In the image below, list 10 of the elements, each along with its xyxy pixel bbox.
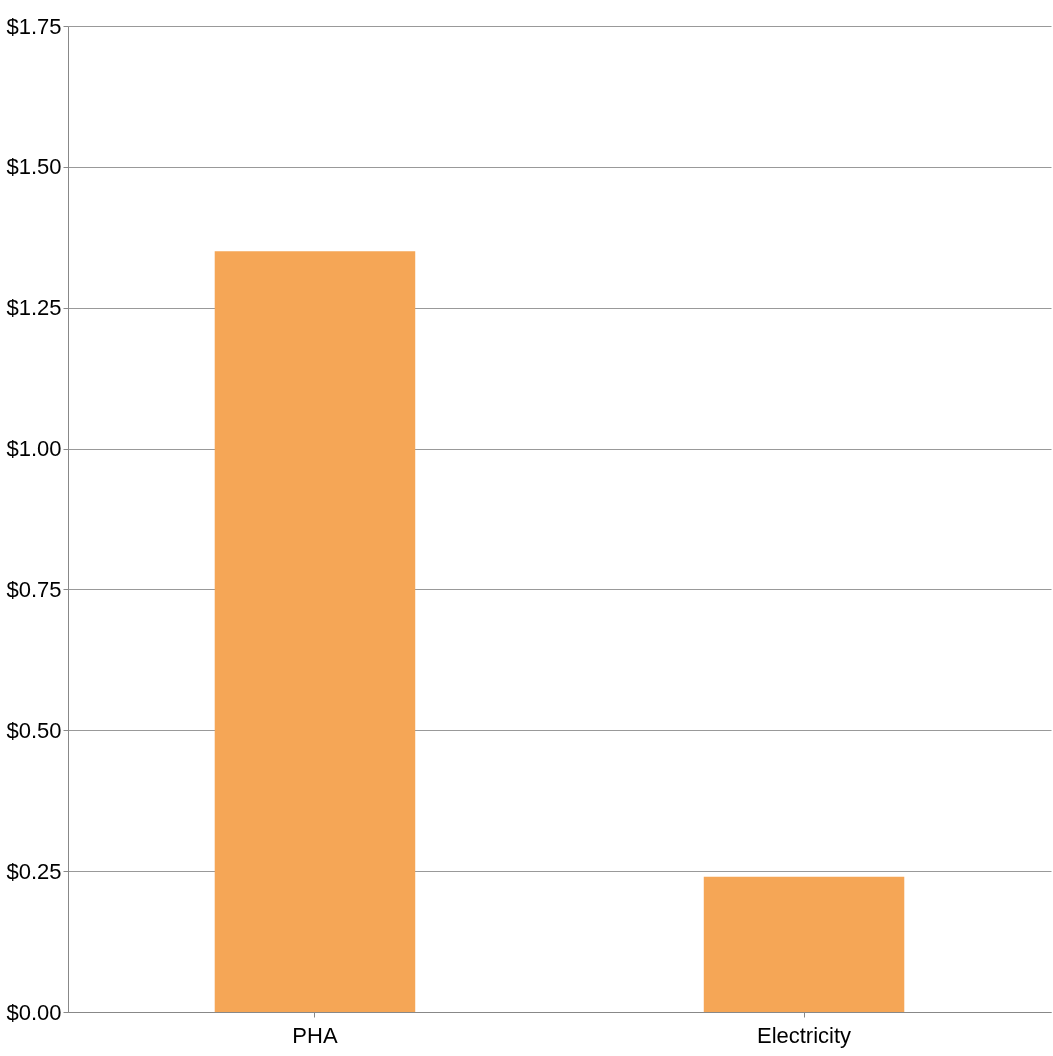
y-tick-label: $0.50 bbox=[6, 717, 62, 743]
y-tick-label: $0.75 bbox=[6, 576, 62, 602]
y-tick-label: $1.00 bbox=[6, 436, 62, 462]
y-tick-label: $1.25 bbox=[6, 295, 62, 321]
x-tick-label: Electricity bbox=[756, 1022, 852, 1048]
y-tick-label: $1.75 bbox=[6, 13, 62, 39]
y-tick-label: $0.00 bbox=[6, 999, 62, 1025]
x-tick-label: PHA bbox=[292, 1022, 338, 1048]
y-tick-label: $1.50 bbox=[6, 154, 62, 180]
y-tick-label: $0.25 bbox=[6, 858, 62, 884]
